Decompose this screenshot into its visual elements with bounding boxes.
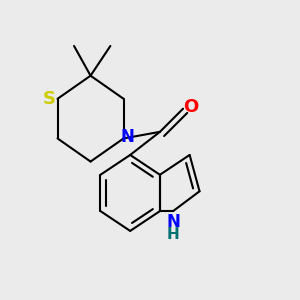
Text: O: O — [183, 98, 198, 116]
Text: N: N — [166, 213, 180, 231]
Text: S: S — [43, 90, 56, 108]
Text: H: H — [167, 227, 179, 242]
Text: N: N — [121, 128, 134, 146]
